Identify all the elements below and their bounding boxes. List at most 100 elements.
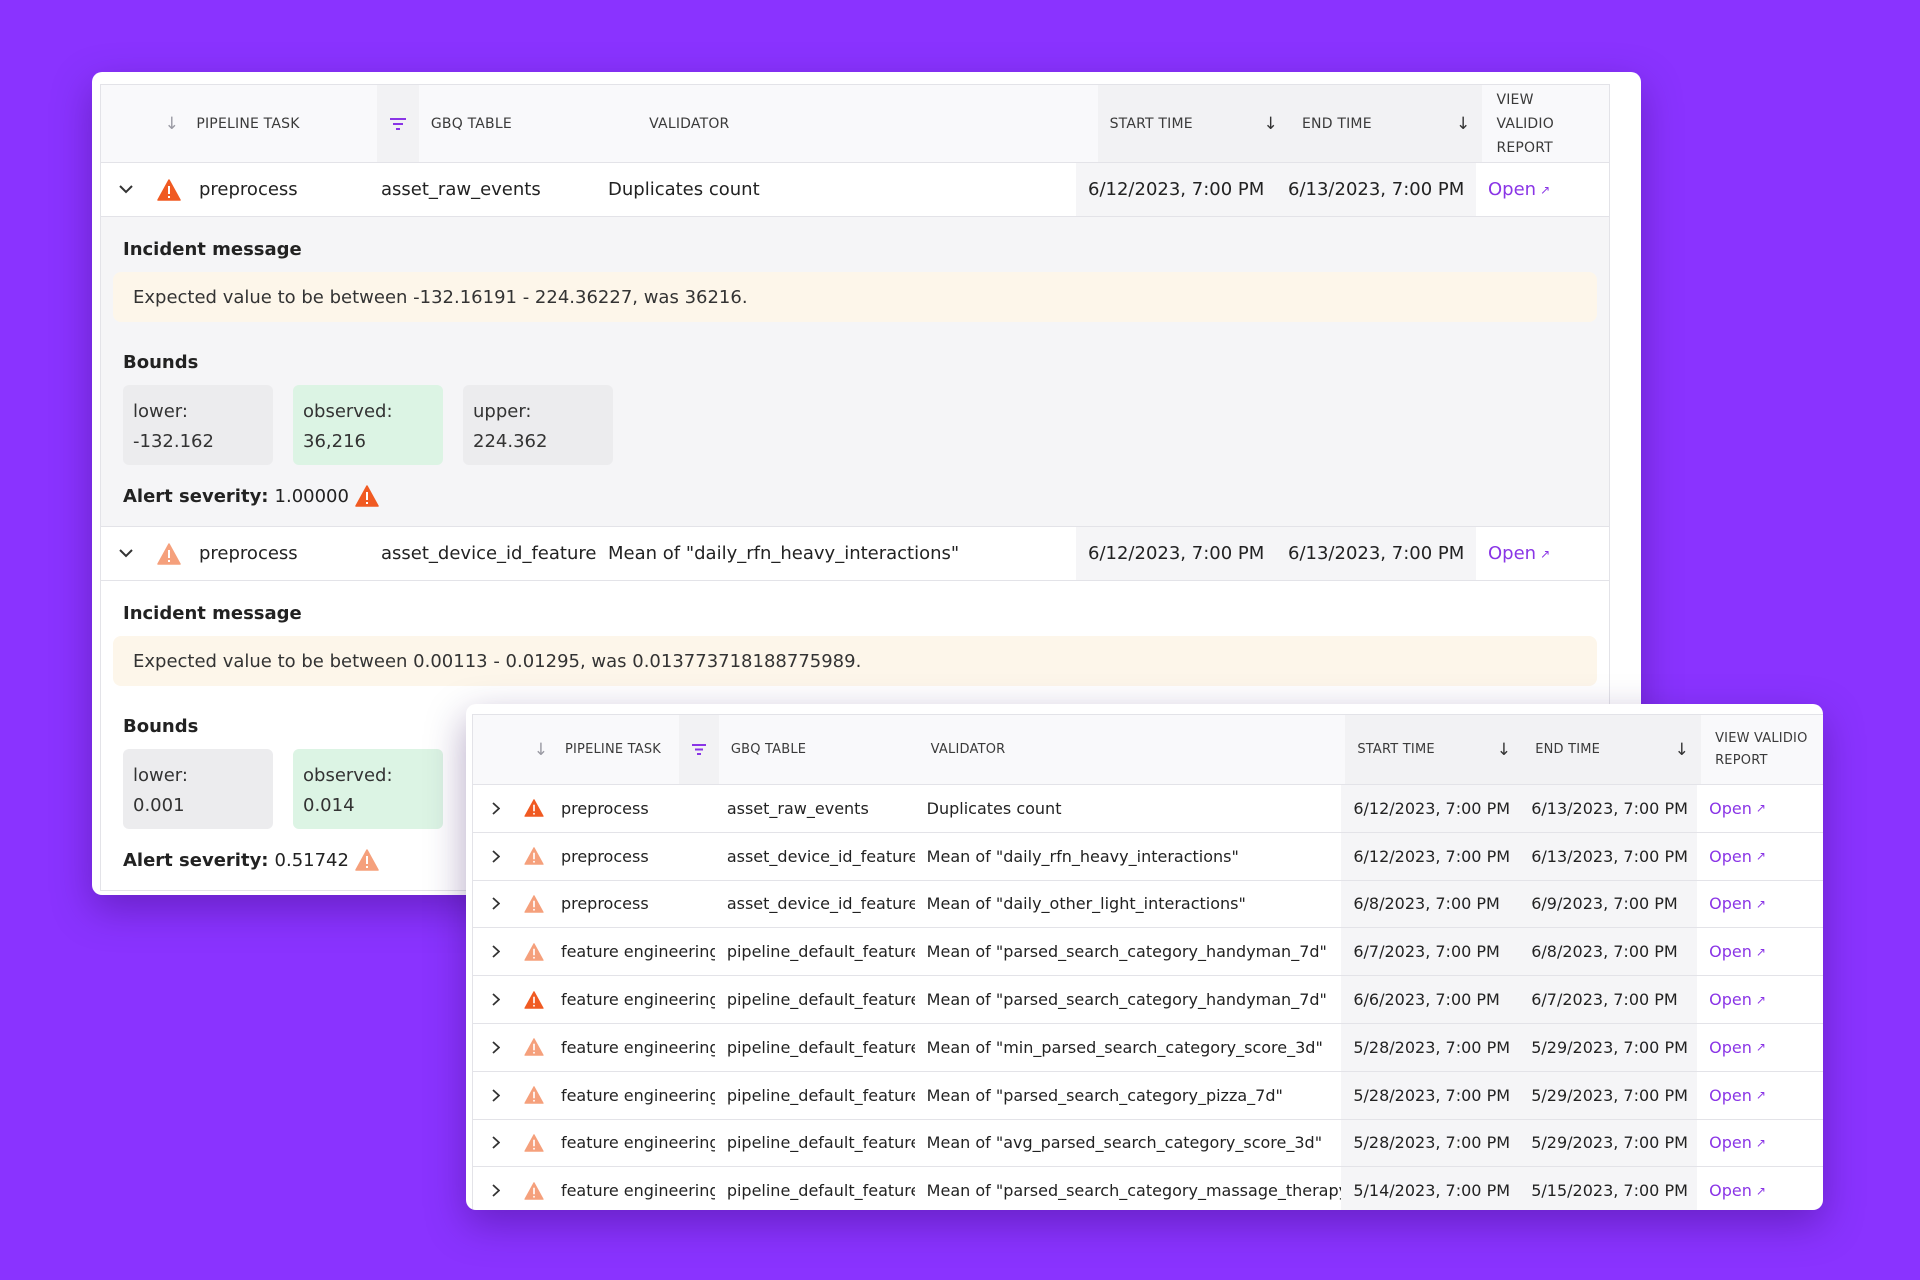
table-row[interactable]: feature engineering pipeline_default_fea… <box>473 928 1823 977</box>
incident-message: Expected value to be between 0.00113 - 0… <box>113 636 1597 686</box>
sort-arrow-icon[interactable]: ↓ <box>1455 113 1471 134</box>
open-report-link[interactable]: Open ↗ <box>1697 976 1823 1023</box>
open-link-label[interactable]: Open <box>1709 990 1752 1010</box>
external-link-icon: ↗ <box>1755 896 1766 911</box>
open-report-link[interactable]: Open ↗ <box>1697 1024 1823 1071</box>
table-row[interactable]: feature engineering pipeline_default_fea… <box>473 1119 1823 1168</box>
open-report-link[interactable]: Open ↗ <box>1697 1072 1823 1119</box>
open-report-link[interactable]: Open ↗ <box>1476 163 1609 216</box>
cell-pipeline-task: preprocess <box>560 798 649 818</box>
open-report-link[interactable]: Open ↗ <box>1697 833 1823 880</box>
open-report-link[interactable]: Open ↗ <box>1697 1120 1823 1167</box>
open-link-label[interactable]: Open <box>1488 543 1537 564</box>
open-link-label[interactable]: Open <box>1488 179 1537 200</box>
table-row[interactable]: preprocess asset_device_id_features Mean… <box>473 832 1823 881</box>
sort-arrow-icon[interactable]: ↓ <box>1674 739 1690 760</box>
cell-gbq-table: asset_raw_events <box>381 179 541 200</box>
bound-observed-label: observed: <box>303 401 393 422</box>
warning-icon <box>519 928 549 975</box>
header-validator[interactable]: VALIDATOR <box>930 742 1006 757</box>
table-row[interactable]: feature engineering pipeline_default_fea… <box>473 1167 1823 1210</box>
open-link-label[interactable]: Open <box>1709 1085 1752 1105</box>
header-pipeline-task[interactable]: PIPELINE TASK <box>564 742 662 757</box>
header-gbq-table[interactable]: GBQ TABLE <box>430 115 512 132</box>
incident-detail: Incident message Expected value to be be… <box>101 217 1609 527</box>
chevron-right-icon[interactable] <box>473 976 519 1023</box>
open-link-label[interactable]: Open <box>1709 846 1752 866</box>
bound-upper-label: upper: <box>473 401 532 422</box>
cell-gbq-table: asset_device_id_features <box>381 543 596 564</box>
header-gbq-table[interactable]: GBQ TABLE <box>730 742 807 757</box>
chevron-down-icon[interactable] <box>101 163 151 216</box>
chevron-down-icon[interactable] <box>101 527 151 580</box>
open-report-link[interactable]: Open ↗ <box>1697 1167 1823 1210</box>
external-link-icon: ↗ <box>1755 992 1766 1007</box>
header-end-time[interactable]: END TIME ↓ <box>1290 85 1483 162</box>
warning-icon <box>519 1167 549 1210</box>
header-view-report: VIEW VALIDIO REPORT <box>1482 85 1609 162</box>
header-start-time[interactable]: START TIME ↓ <box>1097 85 1290 162</box>
table-header: ↓ PIPELINE TASK GBQ TABLE VALIDATOR STAR… <box>101 85 1609 163</box>
open-link-label[interactable]: Open <box>1709 942 1752 962</box>
chevron-right-icon[interactable] <box>473 1167 519 1210</box>
chevron-right-icon[interactable] <box>473 785 519 832</box>
cell-validator: Mean of "daily_rfn_heavy_interactions" <box>926 846 1239 866</box>
bound-observed-value: 36,216 <box>303 431 366 452</box>
external-link-icon: ↗ <box>1540 546 1551 561</box>
open-link-label[interactable]: Open <box>1709 798 1752 818</box>
external-link-icon: ↗ <box>1755 1135 1766 1150</box>
header-end-time[interactable]: END TIME ↓ <box>1523 715 1702 784</box>
header-view-report-line1: VIEW VALIDIO <box>1715 730 1808 746</box>
chevron-right-icon[interactable] <box>473 833 519 880</box>
cell-end-time: 6/9/2023, 7:00 PM <box>1519 880 1698 928</box>
cell-validator: Mean of "daily_rfn_heavy_interactions" <box>608 543 960 564</box>
table-row[interactable]: preprocess asset_raw_events Duplicates c… <box>101 163 1609 217</box>
chevron-right-icon[interactable] <box>473 928 519 975</box>
cell-start-time: 6/12/2023, 7:00 PM <box>1341 785 1520 832</box>
sort-arrow-icon[interactable]: ↓ <box>1496 739 1512 760</box>
open-link-label[interactable]: Open <box>1709 1037 1752 1057</box>
chevron-right-icon[interactable] <box>473 1072 519 1119</box>
chevron-right-icon[interactable] <box>473 1120 519 1167</box>
chevron-right-icon[interactable] <box>473 1024 519 1071</box>
header-pipeline-task[interactable]: PIPELINE TASK <box>196 115 300 132</box>
warning-icon <box>519 976 549 1023</box>
sort-arrow-icon[interactable]: ↓ <box>1263 113 1278 134</box>
open-link-label[interactable]: Open <box>1709 1181 1752 1201</box>
cell-pipeline-task: feature engineering <box>560 1133 715 1153</box>
cell-validator: Mean of "avg_parsed_search_category_scor… <box>926 1133 1323 1153</box>
table-row[interactable]: preprocess asset_raw_events Duplicates c… <box>473 785 1823 833</box>
table-row[interactable]: feature engineering pipeline_default_fea… <box>473 1023 1823 1072</box>
table-row[interactable]: preprocess asset_device_id_features Mean… <box>473 880 1823 929</box>
cell-start-time: 5/14/2023, 7:00 PM <box>1341 1167 1520 1210</box>
cell-validator: Mean of "parsed_search_category_massage_… <box>926 1181 1342 1201</box>
open-link-label[interactable]: Open <box>1709 1133 1752 1153</box>
filter-icon[interactable] <box>376 85 419 162</box>
cell-gbq-table: pipeline_default_features <box>726 1181 915 1201</box>
cell-start-time: 5/28/2023, 7:00 PM <box>1341 1071 1520 1119</box>
cell-end-time: 6/13/2023, 7:00 PM <box>1519 832 1698 880</box>
header-spacer <box>473 715 529 784</box>
sort-arrow-icon[interactable]: ↓ <box>164 113 180 134</box>
header-start-time[interactable]: START TIME ↓ <box>1345 715 1524 784</box>
cell-end-time: 6/13/2023, 7:00 PM <box>1276 527 1476 580</box>
cell-gbq-table: pipeline_default_features <box>726 1133 915 1153</box>
alert-severity: Alert severity: 1.00000 <box>123 485 1587 507</box>
open-report-link[interactable]: Open ↗ <box>1697 928 1823 975</box>
cell-pipeline-task: preprocess <box>199 179 298 200</box>
header-view-report-line2: REPORT <box>1496 139 1553 156</box>
chevron-right-icon[interactable] <box>473 881 519 928</box>
table-row[interactable]: feature engineering pipeline_default_fea… <box>473 976 1823 1024</box>
table-row[interactable]: feature engineering pipeline_default_fea… <box>473 1071 1823 1120</box>
open-link-label[interactable]: Open <box>1709 894 1752 914</box>
cell-validator: Mean of "parsed_search_category_handyman… <box>926 942 1327 962</box>
sort-arrow-icon[interactable]: ↓ <box>533 739 549 760</box>
alert-severity-label: Alert severity: <box>123 849 269 871</box>
table-row[interactable]: preprocess asset_device_id_features Mean… <box>101 527 1609 581</box>
filter-icon[interactable] <box>678 715 719 784</box>
open-report-link[interactable]: Open ↗ <box>1697 881 1823 928</box>
open-report-link[interactable]: Open ↗ <box>1697 785 1823 832</box>
open-report-link[interactable]: Open ↗ <box>1476 527 1609 580</box>
header-validator[interactable]: VALIDATOR <box>649 115 730 132</box>
cell-start-time: 6/6/2023, 7:00 PM <box>1341 976 1520 1023</box>
